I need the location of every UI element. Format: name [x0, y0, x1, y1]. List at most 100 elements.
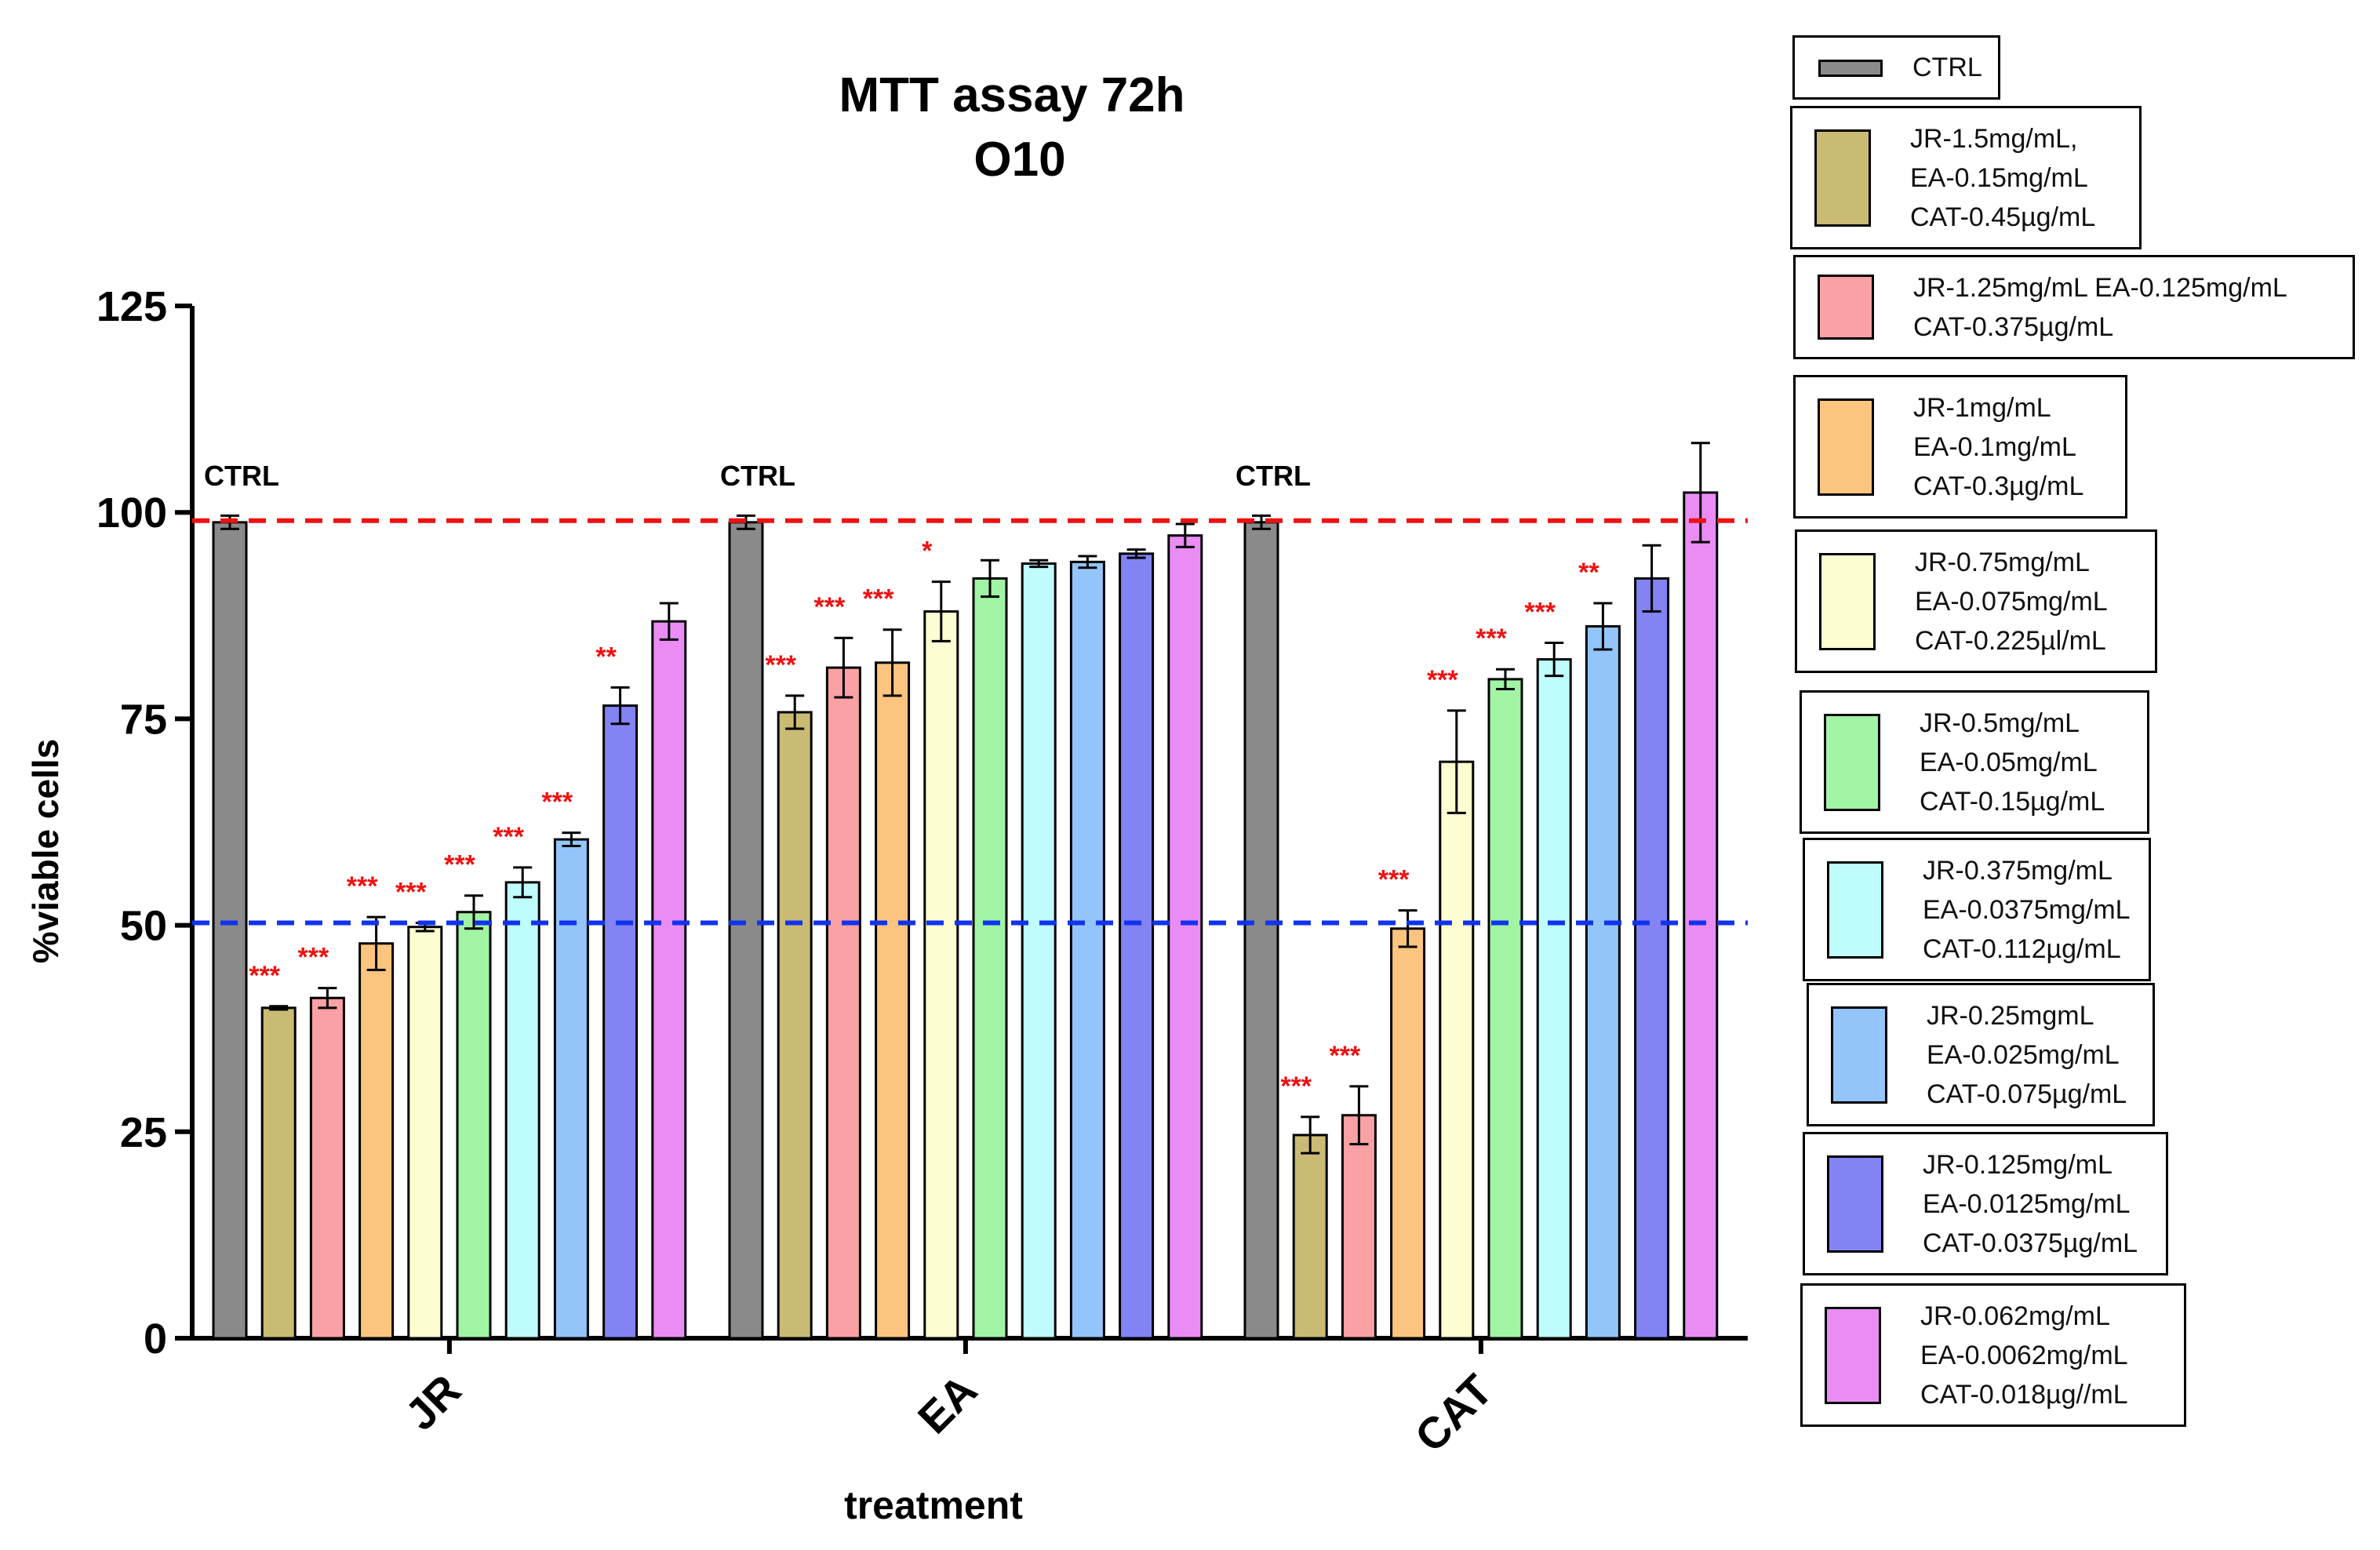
y-axis-label: %viable cells	[25, 739, 66, 963]
category-label-ea: EA	[908, 1365, 987, 1443]
legend-swatch	[1825, 1306, 1881, 1404]
legend-label-line: CAT-0.15µg/mL	[1920, 786, 2105, 817]
bar-jr-2	[309, 996, 345, 1340]
ctrl-label: CTRL	[720, 460, 795, 492]
legend-label: JR-1.25mg/mL EA-0.125mg/mL CAT-0.375µg/mL	[1913, 268, 2287, 347]
legend-label-line: EA-0.15mg/mL	[1910, 162, 2088, 193]
category-label-jr: JR	[395, 1365, 470, 1439]
bar-jr-5	[456, 911, 492, 1340]
bar-jr-9	[651, 620, 687, 1340]
legend-label-line: CAT-0.45µg/mL	[1910, 202, 2096, 232]
legend-label-line: EA-0.1mg/mL	[1913, 431, 2076, 462]
legend-label-line: JR-0.375mg/mL	[1923, 855, 2113, 886]
y-tick-label: 50	[120, 903, 167, 950]
legend-swatch	[1819, 552, 1876, 650]
chart-subtitle: O10	[973, 133, 1065, 187]
significance-marker: ***	[765, 650, 796, 680]
legend-item: JR-0.125mg/mL EA-0.0125mg/mL CAT-0.0375µg/…	[1803, 1132, 2168, 1275]
legend-label: JR-0.25mgmL EA-0.025mg/mL CAT-0.075µg/mL	[1927, 996, 2127, 1114]
legend-label-line: CAT-0.225µl/mL	[1915, 625, 2106, 656]
bar-ea-9	[1167, 534, 1203, 1340]
significance-marker: *	[922, 537, 933, 566]
ctrl-label: CTRL	[1235, 460, 1311, 492]
bar-ea-5	[972, 577, 1008, 1340]
significance-marker: ***	[863, 584, 894, 614]
legend-label-line: JR-0.5mg/mL	[1920, 708, 2080, 738]
legend-label-line: EA-0.075mg/mL	[1915, 586, 2108, 617]
legend-label-line: CAT-0.375µg/mL	[1913, 311, 2114, 342]
significance-marker: ***	[542, 788, 573, 817]
legend-label-line: EA-0.025mg/mL	[1927, 1039, 2120, 1070]
significance-marker: ***	[1524, 598, 1556, 628]
bar-ea-6	[1021, 562, 1057, 1340]
legend-label-line: EA-0.0375mg/mL	[1923, 894, 2131, 925]
bar-jr-1	[260, 1006, 297, 1340]
y-tick-label: 25	[120, 1109, 167, 1156]
significance-marker: ***	[814, 592, 846, 622]
significance-marker: ***	[1378, 865, 1410, 895]
legend-swatch	[1831, 1006, 1887, 1104]
significance-marker: ***	[298, 943, 329, 973]
significance-marker: **	[595, 642, 617, 671]
legend-swatch	[1827, 1155, 1883, 1253]
significance-marker: ***	[395, 877, 427, 907]
legend-label: JR-0.125mg/mL EA-0.0125mg/mL CAT-0.0375µg/…	[1923, 1145, 2138, 1263]
significance-marker: ***	[493, 822, 524, 852]
significance-marker: ***	[1330, 1041, 1361, 1071]
legend-label-line: JR-1.5mg/mL,	[1910, 123, 2078, 154]
y-tick-label: 100	[96, 489, 167, 537]
legend-label-line: JR-0.25mgmL	[1927, 1000, 2094, 1031]
y-tick-label: 125	[96, 283, 167, 330]
bar-ea-1	[777, 711, 813, 1340]
significance-marker: ***	[1280, 1072, 1312, 1101]
legend-item: JR-1.5mg/mL, EA-0.15mg/mL CAT-0.45µg/mL	[1790, 106, 2142, 249]
bar-cat-3	[1390, 927, 1426, 1340]
bar-jr-6	[504, 881, 540, 1340]
legend-swatch	[1818, 275, 1874, 340]
bar-cat-5	[1487, 678, 1523, 1340]
legend-item: JR-0.5mg/mL EA-0.05mg/mL CAT-0.15µg/mL	[1800, 690, 2149, 834]
chart: MTT assay 72h O10 %viable cells treatmen…	[25, 68, 1748, 1527]
significance-marker: ***	[347, 871, 378, 901]
significance-marker: ***	[444, 850, 475, 880]
ctrl-label: CTRL	[204, 460, 279, 492]
bar-jr-7	[553, 838, 589, 1340]
bar-cat-1	[1292, 1133, 1328, 1340]
legend-label-line: JR-1mg/mL	[1913, 392, 2051, 423]
legend-label: JR-1mg/mL EA-0.1mg/mL CAT-0.3µg/mL	[1913, 388, 2083, 506]
legend-label: JR-0.375mg/mL EA-0.0375mg/mL CAT-0.112µg/m…	[1923, 851, 2131, 969]
bar-cat-6	[1536, 658, 1572, 1340]
legend-label-line: JR-0.125mg/mL	[1923, 1149, 2113, 1180]
bar-ea-0	[728, 521, 764, 1340]
significance-marker: ***	[1476, 624, 1507, 653]
bar-ea-8	[1119, 552, 1155, 1340]
legend-label: JR-0.5mg/mL EA-0.05mg/mL CAT-0.15µg/mL	[1920, 704, 2105, 821]
legend-label-line: CAT-0.0375µg/mL	[1923, 1228, 2138, 1258]
y-tick-label: 0	[144, 1315, 167, 1363]
bar-jr-4	[407, 926, 443, 1340]
legend-swatch	[1827, 861, 1883, 959]
bar-ea-2	[825, 666, 861, 1340]
legend-item: JR-1.25mg/mL EA-0.125mg/mL CAT-0.375µg/mL	[1793, 255, 2355, 359]
bar-jr-3	[358, 942, 395, 1340]
bar-cat-0	[1243, 521, 1279, 1340]
legend-label-line: CAT-0.112µg/mL	[1923, 933, 2121, 964]
legend-label-line: JR-0.75mg/mL	[1915, 547, 2090, 577]
bar-cat-2	[1341, 1114, 1377, 1340]
legend-label: JR-0.062mg/mL EA-0.0062mg/mL CAT-0.018µg//…	[1920, 1297, 2128, 1414]
bar-cat-9	[1683, 491, 1719, 1340]
x-axis-label: treatment	[844, 1483, 1023, 1527]
legend-label-line: CTRL	[1912, 53, 1982, 82]
bar-cat-8	[1634, 577, 1670, 1340]
legend-item: JR-1mg/mL EA-0.1mg/mL CAT-0.3µg/mL	[1793, 375, 2127, 518]
legend-label-line: CAT-0.018µg//mL	[1920, 1379, 2128, 1410]
significance-marker: ***	[1427, 665, 1458, 695]
chart-title: MTT assay 72h	[839, 68, 1185, 122]
legend-item: JR-0.25mgmL EA-0.025mg/mL CAT-0.075µg/mL	[1807, 983, 2155, 1126]
legend-label-line: EA-0.0062mg/mL	[1920, 1340, 2128, 1370]
legend-label-line: CAT-0.075µg/mL	[1927, 1079, 2127, 1109]
bar-jr-0	[212, 521, 248, 1340]
bar-ea-4	[923, 610, 959, 1340]
legend-label: CTRL	[1912, 48, 1982, 87]
